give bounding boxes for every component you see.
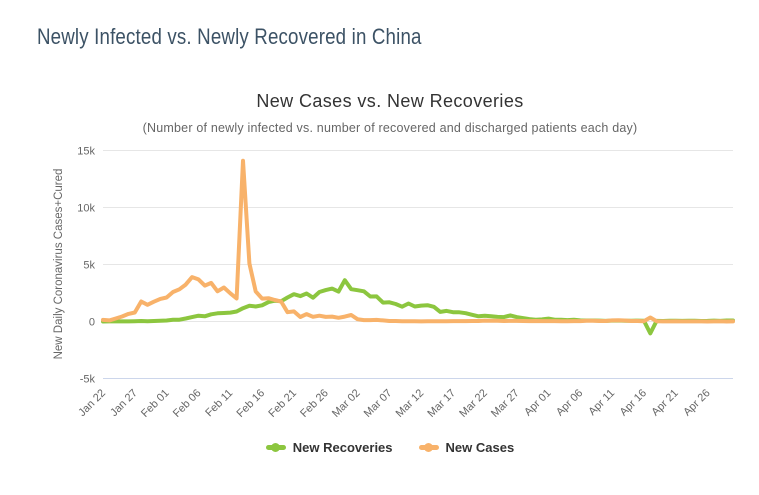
x-axis-tick-label: Mar 02 — [330, 387, 363, 420]
x-axis-tick-label: Jan 27 — [108, 387, 140, 419]
chart-title: New Cases vs. New Recoveries — [256, 91, 524, 111]
x-axis-tick-label: Apr 01 — [522, 387, 553, 418]
y-axis-tick-label: 5k — [83, 260, 95, 272]
x-axis-tick-label: Mar 12 — [394, 387, 427, 420]
x-axis-tick-label: Mar 27 — [489, 387, 522, 420]
x-axis-tick-label: Jan 22 — [76, 387, 108, 419]
series-line-new-cases[interactable] — [101, 158, 735, 324]
x-axis-tick-label: Mar 07 — [362, 387, 395, 420]
x-axis-tick-label: Feb 16 — [235, 387, 268, 420]
y-axis-tick-label: 0 — [89, 317, 95, 329]
x-axis-tick-label: Apr 26 — [681, 387, 712, 418]
series-line-new-recoveries[interactable] — [101, 278, 735, 336]
x-axis-tick-label: Apr 16 — [618, 387, 649, 418]
x-axis-tick-label: Apr 21 — [649, 387, 680, 418]
y-axis-title: New Daily Coronavirus Cases+Cured — [53, 169, 65, 360]
x-axis-tick-label: Feb 06 — [171, 387, 204, 420]
y-axis-tick-label: 10k — [77, 203, 95, 215]
y-axis-tick-label: 15k — [77, 146, 95, 158]
x-axis-tick-label: Feb 01 — [139, 387, 172, 420]
legend-item-new-cases[interactable]: New Cases — [418, 440, 515, 455]
x-axis-tick-label: Mar 22 — [457, 387, 490, 420]
x-axis-tick-label: Feb 26 — [298, 387, 331, 420]
legend-label-new-cases: New Cases — [445, 440, 515, 455]
x-axis-tick-label: Feb 11 — [203, 387, 235, 419]
x-axis-tick-label: Apr 11 — [586, 387, 617, 418]
legend: New Recoveries New Cases — [45, 440, 735, 455]
legend-label-new-recoveries: New Recoveries — [292, 440, 393, 455]
y-axis-tick-label: -5k — [80, 374, 96, 386]
legend-marker-new-recoveries-icon — [265, 443, 286, 452]
x-axis-tick-label: Feb 21 — [266, 387, 299, 420]
page-title: Newly Infected vs. Newly Recovered in Ch… — [37, 24, 422, 49]
x-axis-tick-label: Apr 06 — [554, 387, 585, 418]
legend-marker-new-cases-icon — [418, 443, 439, 452]
chart-subtitle: (Number of newly infected vs. number of … — [142, 121, 638, 135]
x-axis-tick-label: Mar 17 — [425, 387, 458, 420]
legend-item-new-recoveries[interactable]: New Recoveries — [265, 440, 393, 455]
